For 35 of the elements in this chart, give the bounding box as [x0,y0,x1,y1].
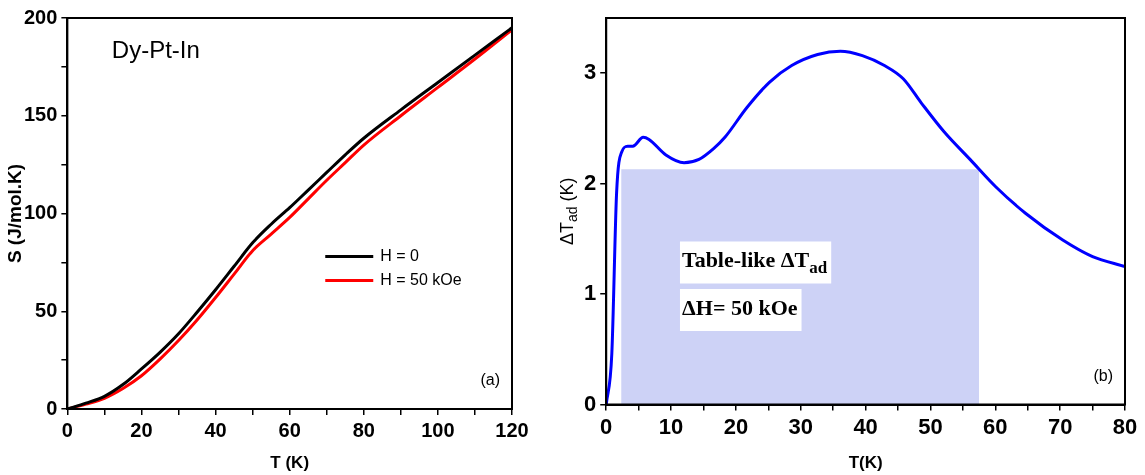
x-tick-label: 70 [1047,413,1073,439]
x-tick-label: 60 [983,413,1008,439]
annotation: Dy-Pt-In [111,35,200,63]
x-tick-label: 100 [421,418,455,441]
y-tick-label: 150 [23,103,58,126]
x-tick-label: 60 [278,418,301,441]
x-tick-label: 20 [130,418,153,441]
annotation: (b) [1093,367,1114,385]
x-tick-label: 0 [600,413,613,439]
y-tick-label: 1 [583,280,597,306]
y-tick-label: 100 [23,201,58,224]
x-tick-label: 50 [918,413,943,439]
y-tick-label: 50 [35,298,58,321]
x-tick-label: 10 [658,413,684,439]
y-axis-title: S (J/mol.K) [4,163,26,264]
x-tick-label: 40 [853,413,878,439]
x-tick-label: 80 [1112,413,1138,439]
x-tick-label: 80 [352,418,375,441]
x-axis-title: T(K) [848,452,883,472]
legend-label: H = 0 [380,246,420,264]
x-tick-label: 30 [788,413,814,439]
x-tick-label: 20 [723,413,749,439]
y-tick-label: 200 [23,5,58,28]
y-tick-label: 0 [583,390,597,416]
x-tick-label: 120 [495,418,529,441]
legend-label: H = 50 kOe [380,270,462,288]
y-tick-label: 2 [583,169,597,195]
x-tick-label: 40 [204,418,227,441]
x-axis-title: T (K) [270,452,310,472]
annotation: ΔH= 50 kOe [681,294,798,320]
x-tick-label: 0 [61,418,73,441]
y-tick-label: 3 [583,59,597,85]
y-axis-title: ΔTad (K) [556,177,581,246]
y-tick-label: 0 [46,396,58,419]
annotation: (a) [480,371,501,389]
